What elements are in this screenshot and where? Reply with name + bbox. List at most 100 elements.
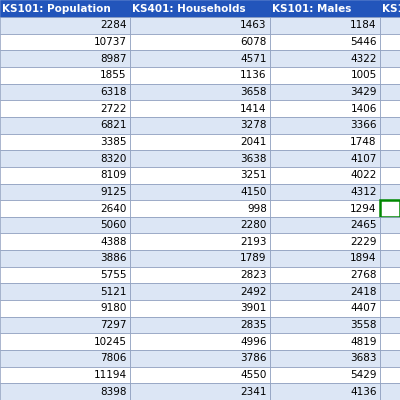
Bar bbox=[0, 333, 130, 350]
Text: 3901: 3901 bbox=[240, 304, 267, 314]
Text: 4996: 4996 bbox=[240, 337, 267, 347]
Bar bbox=[270, 284, 380, 300]
Bar bbox=[130, 350, 270, 367]
Bar bbox=[130, 100, 270, 117]
Bar bbox=[0, 134, 130, 150]
Bar bbox=[0, 217, 130, 234]
Bar bbox=[380, 100, 400, 117]
Bar bbox=[130, 333, 270, 350]
Bar bbox=[0, 67, 130, 84]
Bar bbox=[270, 333, 380, 350]
Text: 2640: 2640 bbox=[100, 204, 127, 214]
Text: 3251: 3251 bbox=[240, 170, 267, 180]
Bar bbox=[130, 367, 270, 383]
Text: 1414: 1414 bbox=[240, 104, 267, 114]
Text: 3429: 3429 bbox=[350, 87, 377, 97]
Bar bbox=[380, 200, 400, 217]
Bar bbox=[270, 167, 380, 184]
Bar bbox=[130, 317, 270, 333]
Bar bbox=[380, 267, 400, 284]
Text: 3658: 3658 bbox=[240, 87, 267, 97]
Bar bbox=[130, 267, 270, 284]
Text: 4388: 4388 bbox=[100, 237, 127, 247]
Text: 7806: 7806 bbox=[100, 353, 127, 363]
Text: 2722: 2722 bbox=[100, 104, 127, 114]
Bar bbox=[130, 67, 270, 84]
Text: 2041: 2041 bbox=[240, 137, 267, 147]
Bar bbox=[270, 300, 380, 317]
Text: 4312: 4312 bbox=[350, 187, 377, 197]
Text: 998: 998 bbox=[247, 204, 267, 214]
Text: 1855: 1855 bbox=[100, 70, 127, 80]
Bar bbox=[380, 34, 400, 50]
Bar bbox=[0, 167, 130, 184]
Bar bbox=[130, 217, 270, 234]
Text: 3385: 3385 bbox=[100, 137, 127, 147]
Text: 6318: 6318 bbox=[100, 87, 127, 97]
Text: 4022: 4022 bbox=[350, 170, 377, 180]
Text: 4322: 4322 bbox=[350, 54, 377, 64]
Text: 2835: 2835 bbox=[240, 320, 267, 330]
Text: 1005: 1005 bbox=[350, 70, 377, 80]
Text: 4136: 4136 bbox=[350, 387, 377, 397]
Bar bbox=[0, 50, 130, 67]
Bar bbox=[270, 134, 380, 150]
Bar bbox=[380, 317, 400, 333]
Bar bbox=[0, 250, 130, 267]
Bar bbox=[0, 300, 130, 317]
Text: 9180: 9180 bbox=[100, 304, 127, 314]
Bar bbox=[130, 0, 270, 17]
Bar bbox=[270, 267, 380, 284]
Text: 4150: 4150 bbox=[240, 187, 267, 197]
Bar bbox=[270, 84, 380, 100]
Bar bbox=[380, 50, 400, 67]
Text: 2823: 2823 bbox=[240, 270, 267, 280]
Bar bbox=[0, 317, 130, 333]
Text: 3366: 3366 bbox=[350, 120, 377, 130]
Bar bbox=[130, 234, 270, 250]
Text: 6821: 6821 bbox=[100, 120, 127, 130]
Bar bbox=[270, 317, 380, 333]
Bar bbox=[380, 350, 400, 367]
Text: KS401: Households: KS401: Households bbox=[132, 4, 246, 14]
Text: 1184: 1184 bbox=[350, 20, 377, 30]
Bar bbox=[270, 150, 380, 167]
Text: 3278: 3278 bbox=[240, 120, 267, 130]
Bar bbox=[130, 184, 270, 200]
Text: KS101: Males: KS101: Males bbox=[272, 4, 351, 14]
Bar bbox=[130, 134, 270, 150]
Text: 2341: 2341 bbox=[240, 387, 267, 397]
Bar bbox=[380, 0, 400, 17]
Bar bbox=[380, 200, 400, 217]
Bar bbox=[380, 150, 400, 167]
Bar bbox=[380, 333, 400, 350]
Bar bbox=[0, 0, 130, 17]
Text: 2280: 2280 bbox=[240, 220, 267, 230]
Bar bbox=[0, 367, 130, 383]
Bar bbox=[270, 367, 380, 383]
Bar bbox=[270, 184, 380, 200]
Bar bbox=[130, 50, 270, 67]
Bar bbox=[130, 117, 270, 134]
Text: 8320: 8320 bbox=[100, 154, 127, 164]
Text: 8109: 8109 bbox=[100, 170, 127, 180]
Text: 2492: 2492 bbox=[240, 287, 267, 297]
Bar bbox=[270, 350, 380, 367]
Text: 8398: 8398 bbox=[100, 387, 127, 397]
Bar bbox=[0, 383, 130, 400]
Text: 2465: 2465 bbox=[350, 220, 377, 230]
Text: 3886: 3886 bbox=[100, 254, 127, 264]
Text: KS101: Population: KS101: Population bbox=[2, 4, 111, 14]
Bar bbox=[380, 217, 400, 234]
Bar bbox=[270, 383, 380, 400]
Bar bbox=[0, 100, 130, 117]
Bar bbox=[380, 67, 400, 84]
Text: 1406: 1406 bbox=[350, 104, 377, 114]
Bar bbox=[130, 150, 270, 167]
Text: 1294: 1294 bbox=[350, 204, 377, 214]
Bar bbox=[380, 167, 400, 184]
Bar bbox=[270, 50, 380, 67]
Text: 5429: 5429 bbox=[350, 370, 377, 380]
Text: 9125: 9125 bbox=[100, 187, 127, 197]
Bar bbox=[380, 284, 400, 300]
